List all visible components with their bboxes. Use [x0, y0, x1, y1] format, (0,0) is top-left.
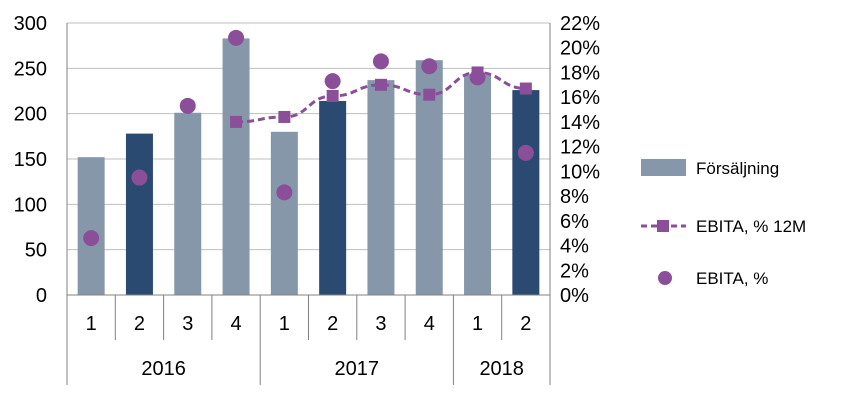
bar-5 — [270, 131, 298, 295]
left-tick-label: 150 — [14, 149, 47, 171]
ebita-point — [179, 97, 196, 114]
bar-4 — [222, 38, 250, 296]
left-tick-label: 200 — [14, 104, 47, 126]
quarter-label: 1 — [86, 313, 97, 335]
bar-2 — [125, 133, 153, 295]
bar-10 — [512, 90, 540, 296]
right-tick-label: 4% — [560, 236, 589, 258]
right-tick-label: 0% — [560, 285, 589, 307]
left-tick-label: 250 — [14, 58, 47, 80]
quarter-label: 2 — [327, 313, 338, 335]
legend-swatch-point — [658, 271, 672, 285]
right-tick-label: 10% — [560, 161, 600, 183]
right-tick-label: 6% — [560, 211, 589, 233]
ebita-12m-marker — [374, 78, 387, 91]
ebita-point — [517, 144, 534, 161]
ebita-point — [421, 58, 438, 75]
quarter-label: 2 — [520, 313, 531, 335]
year-label: 2017 — [335, 358, 380, 380]
bar-6 — [319, 100, 347, 296]
right-tick-label: 18% — [560, 62, 600, 84]
ebita-12m-marker — [230, 115, 243, 128]
axes — [66, 23, 551, 385]
ebita-points — [83, 29, 534, 247]
ebita-12m-marker — [278, 110, 291, 123]
quarter-label: 3 — [375, 313, 386, 335]
quarter-label: 1 — [279, 313, 290, 335]
quarter-label: 3 — [182, 313, 193, 335]
ebita-point — [469, 69, 486, 86]
legend: Försäljning EBITA, % 12M EBITA, % — [641, 159, 806, 288]
ebita-point — [372, 53, 389, 70]
legend-label-point: EBITA, % — [696, 269, 768, 288]
ebita-point — [228, 29, 245, 46]
legend-swatch-sales — [641, 159, 686, 176]
right-tick-label: 12% — [560, 137, 600, 159]
quarter-label: 4 — [230, 313, 241, 335]
bars — [77, 38, 540, 296]
quarter-label: 1 — [472, 313, 483, 335]
ebita-point — [324, 73, 341, 90]
quarter-label: 2 — [134, 313, 145, 335]
x-axis-ticks: 1 2 3 4 1 2 3 4 1 2 2016 2017 2018 — [86, 313, 532, 380]
legend-label-12m: EBITA, % 12M — [696, 217, 806, 236]
bar-9 — [464, 74, 492, 296]
ebita-point — [131, 169, 148, 186]
bar-3 — [174, 112, 202, 295]
legend-swatch-12m-marker — [657, 220, 669, 232]
left-tick-label: 0 — [36, 285, 47, 307]
right-axis-ticks: 0% 2%4% 6% 8% 10%12% 14% 16% 18%20% 22% — [560, 13, 600, 307]
right-tick-label: 20% — [560, 38, 600, 60]
bar-7 — [367, 80, 395, 296]
year-label: 2016 — [141, 358, 186, 380]
bar-1 — [77, 157, 105, 295]
left-tick-label: 100 — [14, 194, 47, 216]
left-tick-label: 300 — [14, 13, 47, 35]
right-tick-label: 14% — [560, 112, 600, 134]
year-label: 2018 — [479, 358, 524, 380]
quarter-label: 4 — [424, 313, 435, 335]
ebita-12m-marker — [423, 88, 436, 101]
right-tick-label: 2% — [560, 260, 589, 282]
right-tick-label: 8% — [560, 186, 589, 208]
ebita-point — [276, 184, 293, 201]
ebita-point — [83, 230, 100, 247]
right-tick-label: 16% — [560, 87, 600, 109]
ebita-12m-marker — [519, 82, 532, 95]
left-tick-label: 50 — [25, 240, 47, 262]
right-tick-label: 22% — [560, 13, 600, 35]
legend-label-sales: Försäljning — [696, 159, 779, 178]
left-axis-ticks: 0 50 100 150 200 250 300 — [14, 13, 47, 307]
ebita-12m-marker — [326, 89, 339, 102]
